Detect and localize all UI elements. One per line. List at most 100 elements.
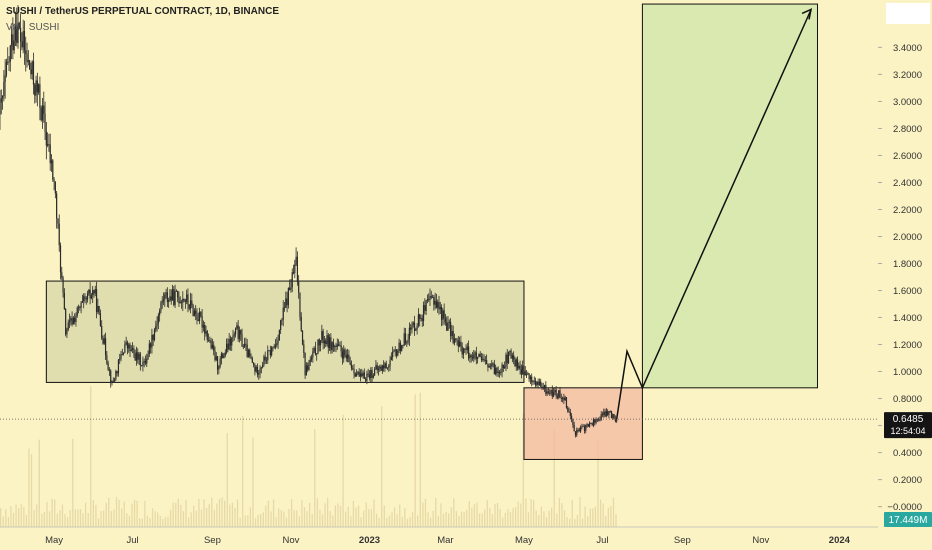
volume-bar xyxy=(290,499,293,527)
candle-body xyxy=(394,349,396,351)
candle-body xyxy=(511,355,513,359)
volume-bar xyxy=(41,513,43,527)
candle-body xyxy=(506,354,508,364)
candle-body xyxy=(41,105,44,121)
volume-bar xyxy=(319,509,321,527)
candle-body xyxy=(413,322,416,331)
candle-body xyxy=(408,327,410,340)
chart-title: SUSHI / TetherUS PERPETUAL CONTRACT, 1D,… xyxy=(6,6,279,17)
volume-bar xyxy=(5,509,7,527)
candle-body xyxy=(307,365,309,371)
candle-body xyxy=(79,307,81,308)
candle-body xyxy=(585,424,587,431)
volume-bar xyxy=(154,511,156,527)
volume-bar xyxy=(334,505,337,527)
volume-bar xyxy=(602,503,604,527)
volume-bar xyxy=(79,509,82,527)
candle-body xyxy=(536,381,538,386)
candle-body xyxy=(198,311,201,321)
candle-body xyxy=(590,423,592,424)
candle-body xyxy=(147,354,149,359)
candle-body xyxy=(232,335,234,338)
volume-bar xyxy=(74,509,76,527)
candle-body xyxy=(237,325,239,339)
candle-body xyxy=(348,354,350,363)
volume-bar xyxy=(450,507,452,527)
candle-body xyxy=(14,26,17,41)
candle-body xyxy=(13,40,15,51)
candle-body xyxy=(495,367,497,375)
candle-body xyxy=(491,363,493,367)
volume-bar xyxy=(440,503,442,527)
candle-body xyxy=(260,367,262,369)
candle-body xyxy=(385,363,387,369)
volume-bar xyxy=(159,515,161,527)
candle-body xyxy=(362,372,364,377)
candle-body xyxy=(296,256,298,282)
volume-bar xyxy=(167,516,169,527)
volume-bar xyxy=(535,510,537,527)
candle-body xyxy=(314,347,317,355)
volume-bar xyxy=(494,503,496,527)
candle-body xyxy=(245,343,247,345)
volume-bar xyxy=(272,499,275,527)
candle-body xyxy=(534,380,537,386)
candle-body xyxy=(598,419,600,421)
projection-path xyxy=(615,9,812,420)
volume-bar xyxy=(363,510,365,527)
volume-bar xyxy=(164,517,167,527)
candle-body xyxy=(193,310,195,316)
candle-body xyxy=(316,353,318,355)
volume-bar xyxy=(275,517,277,527)
candles xyxy=(0,5,618,438)
volume-bar xyxy=(254,518,257,527)
candle-body xyxy=(331,342,333,351)
candle-body xyxy=(478,354,480,358)
candle-body xyxy=(384,363,386,369)
volume-bar xyxy=(97,518,100,527)
candle-body xyxy=(32,61,35,85)
candle-body xyxy=(128,344,130,349)
candle-body xyxy=(612,414,614,419)
candle-body xyxy=(559,390,561,399)
candle-body xyxy=(62,277,64,293)
candle-body xyxy=(336,344,338,347)
volume-bar xyxy=(419,392,421,527)
candle-body xyxy=(564,397,566,401)
volume-bar xyxy=(314,428,316,527)
candle-body xyxy=(440,306,443,320)
candle-body xyxy=(291,272,293,288)
candle-body xyxy=(374,369,376,376)
volume-bar xyxy=(455,511,458,527)
volume-bar xyxy=(43,511,46,527)
candle-body xyxy=(192,305,194,316)
candle-body xyxy=(540,381,542,387)
candle-body xyxy=(415,329,417,331)
candle-body xyxy=(43,105,45,114)
candle-body xyxy=(40,107,42,121)
volume-bar xyxy=(563,510,566,527)
candle-body xyxy=(460,341,462,347)
candle-body xyxy=(475,352,477,359)
candle-body xyxy=(112,381,114,383)
candle-body xyxy=(474,352,476,355)
candle-body xyxy=(280,320,282,330)
volume-bar xyxy=(149,517,151,527)
volume-bar xyxy=(121,508,123,527)
volume-bar xyxy=(283,511,285,527)
volume-bar xyxy=(445,511,447,527)
candle-body xyxy=(174,291,176,306)
candle-body xyxy=(403,333,405,346)
y-tick-label: 2.8000 xyxy=(893,124,922,135)
volume-bar xyxy=(100,511,102,527)
volume-bar xyxy=(365,502,367,527)
volume-bar xyxy=(460,511,463,527)
volume-bar xyxy=(280,510,282,527)
candle-body xyxy=(179,301,181,304)
candle-body xyxy=(352,368,354,370)
volume-bar xyxy=(435,498,437,527)
candle-body xyxy=(545,384,547,394)
candle-body xyxy=(556,396,559,398)
